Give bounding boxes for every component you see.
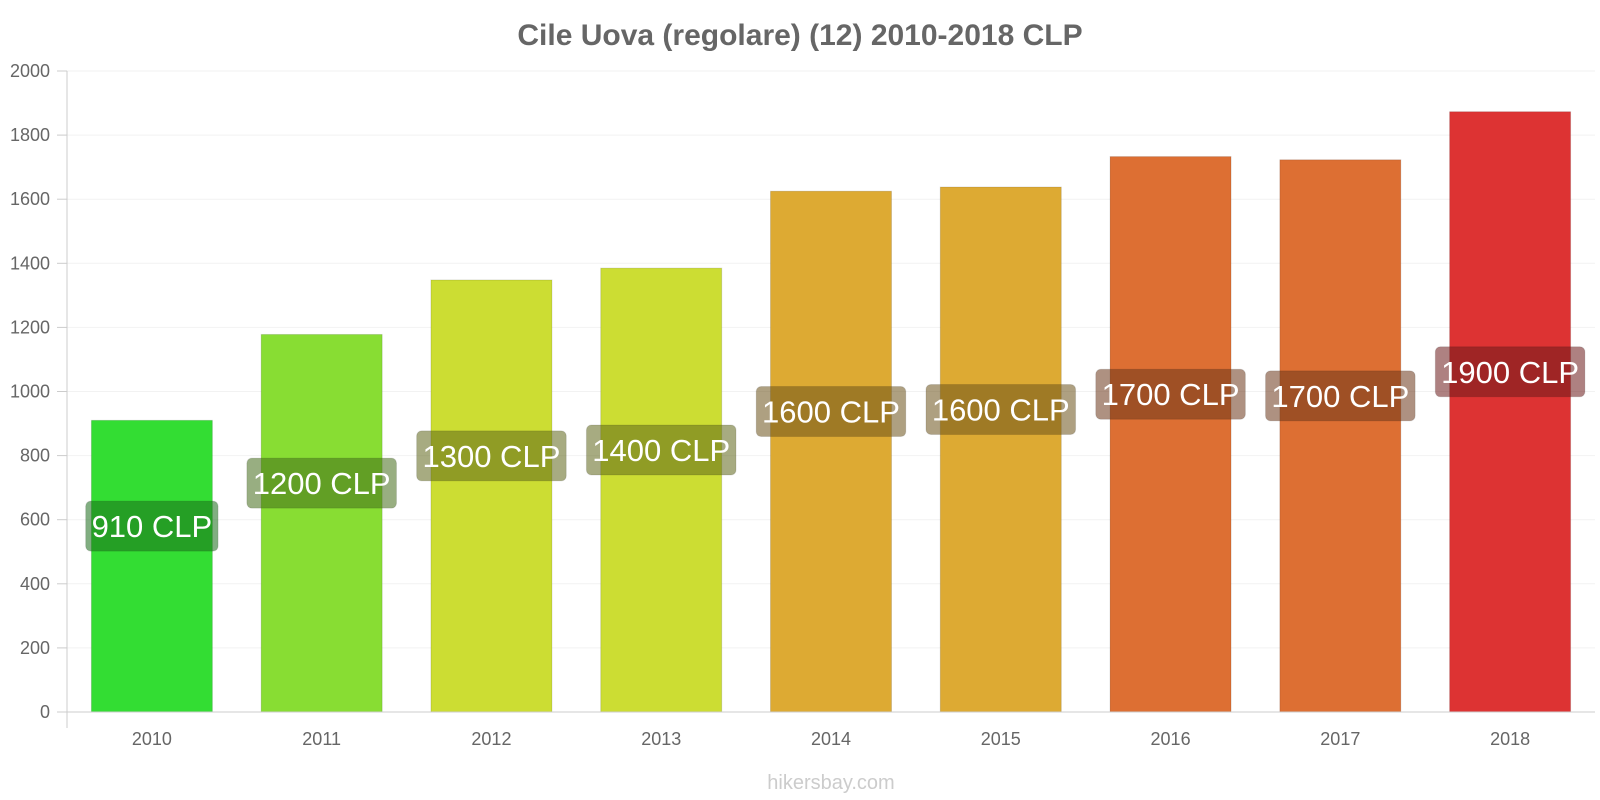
data-label-text: 1400 CLP (592, 433, 730, 468)
y-tick-label: 1800 (10, 125, 50, 145)
bar-2014 (770, 190, 892, 713)
x-tick-label-2017: 2017 (1320, 729, 1360, 749)
data-label-2014: 1600 CLP (755, 386, 907, 438)
data-label-text: 1200 CLP (253, 466, 391, 501)
x-tick-label-2015: 2015 (981, 729, 1021, 749)
y-axis: 0 200 400 600 800 1000 1200 1400 1600 1800 2000 (10, 61, 68, 728)
data-label-box (1265, 370, 1416, 422)
y-tick-label: 400 (20, 574, 50, 594)
data-label-box (585, 424, 737, 476)
data-label-2018: 1900 CLP (1434, 346, 1586, 398)
data-label-box (925, 383, 1077, 435)
x-tick-label-2014: 2014 (811, 729, 851, 749)
y-tick-label: 0 (40, 702, 50, 722)
y-tick-label: 600 (20, 510, 50, 530)
bars (90, 111, 1572, 713)
x-tick-label-2011: 2011 (302, 729, 341, 749)
y-tick-label: 1600 (10, 189, 50, 209)
data-label-text: 1600 CLP (932, 392, 1070, 427)
bar-2015 (939, 186, 1062, 713)
y-tick-label: 800 (20, 446, 50, 466)
x-tick-label-2013: 2013 (641, 729, 681, 749)
y-tick-label: 200 (20, 638, 50, 658)
data-label-2011: 1200 CLP (246, 457, 397, 509)
x-tick-label-2018: 2018 (1490, 729, 1530, 749)
bar-2016 (1109, 156, 1232, 713)
y-tick-label: 1200 (10, 317, 50, 337)
data-label-box (246, 457, 397, 509)
data-label-2012: 1300 CLP (416, 430, 567, 482)
data-label-box (1095, 368, 1246, 420)
data-labels: 910 CLP 1200 CLP 1300 CLP 1400 CLP 1600 CLP 1… (85, 346, 1586, 552)
bar-2018 (1449, 111, 1572, 713)
bar-2012 (430, 279, 553, 713)
data-label-box (416, 430, 567, 482)
bar-2011 (260, 333, 383, 713)
x-tick-label-2016: 2016 (1151, 729, 1191, 749)
data-label-box (755, 386, 907, 438)
data-label-box (1434, 346, 1586, 398)
y-tick-label: 1400 (10, 253, 50, 273)
x-tick-label-2010: 2010 (132, 729, 172, 749)
watermark: hikersbay.com (767, 772, 894, 794)
data-label-text: 910 CLP (92, 509, 213, 544)
y-tick-label: 2000 (10, 61, 50, 81)
data-label-text: 1600 CLP (762, 395, 900, 430)
bar-2017 (1279, 159, 1402, 713)
data-label-2017: 1700 CLP (1265, 370, 1416, 422)
chart-title: Cile Uova (regolare) (12) 2010-2018 CLP (517, 19, 1082, 52)
data-label-2010: 910 CLP (85, 500, 219, 552)
data-label-text: 1700 CLP (1102, 377, 1240, 412)
data-label-2015: 1600 CLP (925, 383, 1077, 435)
bar-2010 (90, 419, 213, 713)
data-label-box (85, 500, 219, 552)
y-tick-label: 1000 (10, 382, 50, 402)
data-label-2016: 1700 CLP (1095, 368, 1246, 420)
data-label-text: 1700 CLP (1271, 379, 1409, 414)
x-tick-label-2012: 2012 (471, 729, 511, 749)
bar-2013 (600, 267, 723, 713)
x-axis: 2010 2011 2012 2013 2014 2015 2016 2017 2018 (67, 711, 1595, 749)
data-label-text: 1300 CLP (422, 439, 560, 474)
data-label-2013: 1400 CLP (585, 424, 737, 476)
data-label-text: 1900 CLP (1441, 355, 1579, 390)
